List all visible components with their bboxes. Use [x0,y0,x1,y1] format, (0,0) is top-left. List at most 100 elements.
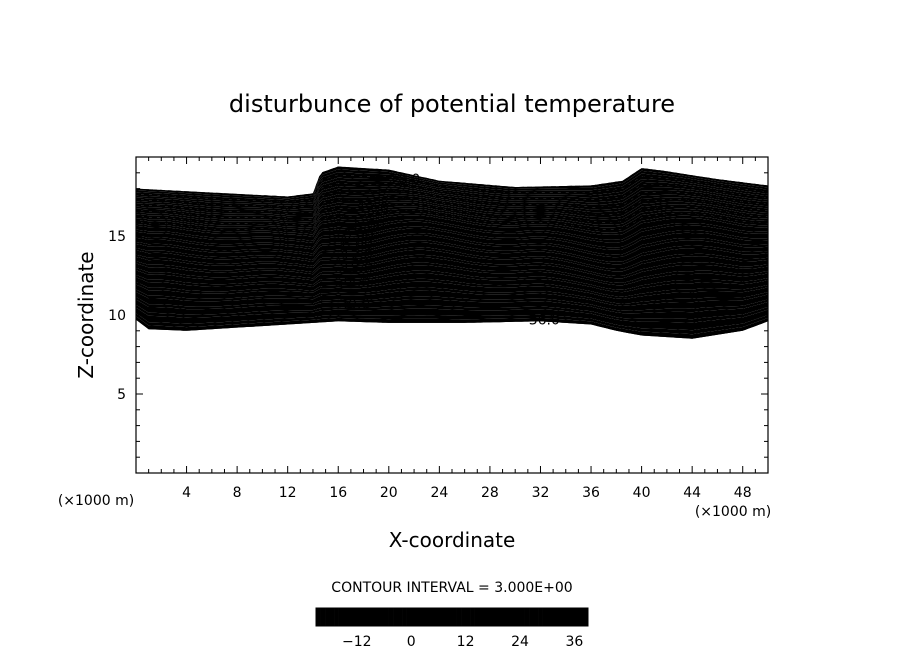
colorbar-swatch [406,608,412,626]
contour-band [136,293,768,311]
contour-band [136,219,768,243]
contour-line [136,244,768,268]
contour-line [136,203,768,227]
colorbar-swatch [474,608,480,626]
contour-line-layer [136,166,768,339]
x-tick-label: 32 [532,485,550,501]
contour-interval-text: CONTOUR INTERVAL = 3.000E+00 [331,580,572,596]
contour-line [136,271,768,292]
colorbar-swatch [325,608,330,626]
colorbar-swatch [488,608,494,626]
contour-line [136,259,768,282]
x-tick-label: 40 [633,485,651,501]
colorbar-swatch [547,608,553,626]
contour-line [136,301,768,317]
colorbar-swatch [379,608,385,626]
colorbar-swatch [501,608,507,626]
contour-line [136,263,768,285]
contour-line [136,207,768,230]
colorbar-swatch [329,608,335,626]
contour-band [136,287,768,306]
colorbar-swatch [433,608,439,626]
contour-band [136,252,768,276]
colorbar-frame [315,607,589,627]
colorbar-swatch [506,608,512,626]
colorbar-swatch [452,608,457,626]
contour-line [136,309,768,328]
contour-line [136,292,768,309]
colorbar-swatch [520,608,525,626]
contour-band [136,200,768,224]
colorbar-swatch [393,608,398,626]
contour-value-label: 24.0 [339,275,370,291]
contour-line [136,178,768,206]
colorbar-swatch [356,608,362,626]
contour-band [136,267,768,290]
x-tick-label: 24 [430,485,448,501]
colorbar-swatch [384,608,389,626]
contour-line [136,275,768,296]
contour-line [136,314,768,333]
colorbar-swatch [370,608,376,626]
colorbar-swatch [461,608,466,626]
contour-line [136,288,768,306]
contour-value-label: −18.0 [377,172,420,188]
contour-band [136,195,768,220]
colorbar-tick-label: 36 [565,634,583,650]
contour-line [136,193,768,217]
colorbar-swatch [365,608,371,626]
y-tick-label: 10 [108,308,126,324]
contour-band [136,296,768,314]
contour-line [136,190,768,215]
contour-band [136,233,768,258]
contour-band [136,249,768,274]
contour-band [136,278,768,299]
contour-band [136,276,768,297]
colorbar-swatch [343,608,349,626]
contour-band [136,247,768,272]
colorbar-tick-label: 12 [457,634,475,650]
contour-value-label: 30.0 [339,297,370,313]
colorbar-swatch [424,608,430,626]
x-unit-label-left: (×1000 m) [58,493,134,509]
x-tick-label: 20 [380,485,398,501]
chart-title: disturbunce of potential temperature [229,90,675,118]
colorbar-swatch [352,608,358,626]
contour-band [136,221,768,246]
contour-value-label: 36.0 [529,313,560,329]
contour-band [136,281,768,302]
contour-band [136,235,768,260]
contour-line [136,186,768,211]
x-tick-label: 48 [734,485,752,501]
colorbar-swatch [465,608,471,626]
contour-band [136,304,768,323]
colorbar-swatch [515,608,521,626]
contour-line [136,255,768,278]
y-tick-label: 15 [108,229,126,245]
contour-band [136,257,768,281]
contour-band [136,290,768,309]
x-tick-label: 16 [329,485,347,501]
colorbar-swatch [316,608,321,626]
contour-band [136,197,768,222]
colorbar-swatch [411,608,417,626]
contour-band [136,202,768,226]
y-axis-label: Z-coordinate [74,251,98,378]
contour-band [136,224,768,248]
x-tick-label: 44 [683,485,701,501]
x-tick-label: 4 [182,485,191,501]
contour-band [136,313,768,335]
colorbar-tick-label: 24 [511,634,529,650]
x-tick-label: 28 [481,485,499,501]
colorbar-swatch [492,608,498,626]
contour-line [136,182,768,209]
contour-band [136,310,768,331]
colorbar-swatch [556,608,562,626]
colorbar-swatch [438,608,444,626]
colorbar-swatch [420,608,426,626]
colorbar-swatch [397,608,403,626]
colorbar-tick-label: 0 [407,634,416,650]
